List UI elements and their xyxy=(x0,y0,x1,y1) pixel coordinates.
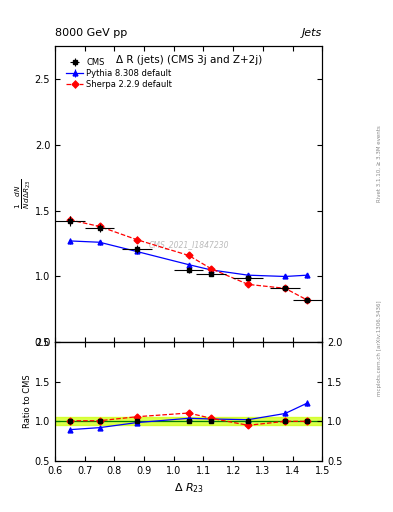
Text: Jets: Jets xyxy=(302,28,322,38)
Legend: CMS, Pythia 8.308 default, Sherpa 2.2.9 default: CMS, Pythia 8.308 default, Sherpa 2.2.9 … xyxy=(64,56,174,91)
Text: 8000 GeV pp: 8000 GeV pp xyxy=(55,28,127,38)
Y-axis label: $\frac{1}{N}\frac{dN}{d\Delta R_{23}}$: $\frac{1}{N}\frac{dN}{d\Delta R_{23}}$ xyxy=(13,179,33,209)
Text: mcplots.cern.ch [arXiv:1306.3436]: mcplots.cern.ch [arXiv:1306.3436] xyxy=(377,301,382,396)
X-axis label: $\Delta\ R_{23}$: $\Delta\ R_{23}$ xyxy=(174,481,204,495)
Y-axis label: Ratio to CMS: Ratio to CMS xyxy=(23,375,32,429)
Text: Δ R (jets) (CMS 3j and Z+2j): Δ R (jets) (CMS 3j and Z+2j) xyxy=(116,55,262,65)
Text: CMS_2021_I1847230: CMS_2021_I1847230 xyxy=(149,240,229,249)
Text: Rivet 3.1.10, ≥ 3.3M events: Rivet 3.1.10, ≥ 3.3M events xyxy=(377,125,382,202)
